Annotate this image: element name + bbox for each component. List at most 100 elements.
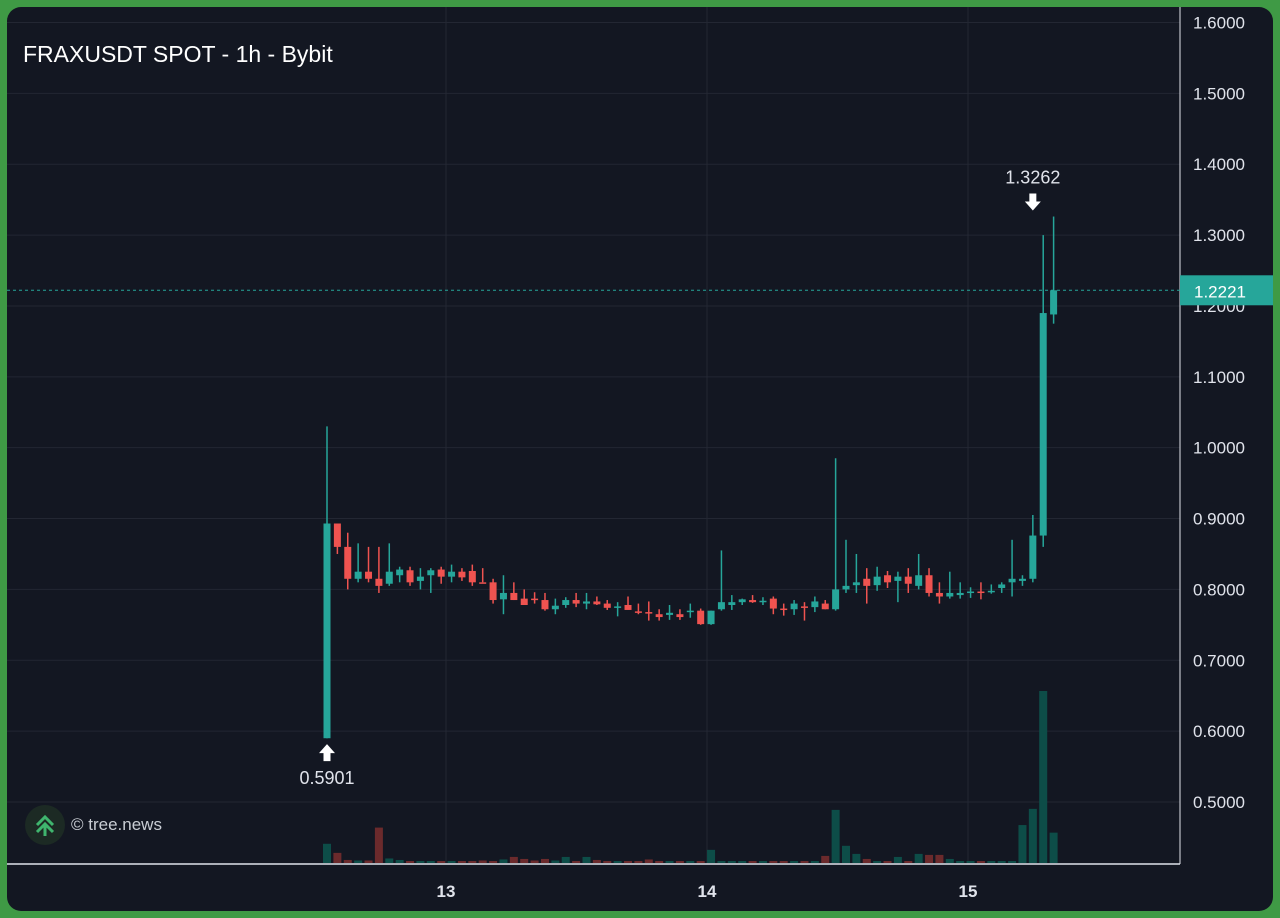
volume-bar bbox=[572, 860, 581, 863]
volume-bar bbox=[831, 809, 840, 863]
candle-body bbox=[448, 571, 456, 577]
candle-body bbox=[666, 612, 674, 615]
volume-bar bbox=[842, 845, 850, 863]
volume-bar bbox=[416, 861, 425, 863]
candle-body bbox=[572, 600, 580, 604]
volume-bar bbox=[935, 854, 944, 863]
volume-bar bbox=[457, 861, 466, 863]
volume-bar bbox=[925, 854, 934, 863]
volume-bar bbox=[354, 860, 363, 863]
credit-text: © tree.news bbox=[71, 815, 162, 834]
volume-bar bbox=[655, 860, 664, 863]
volume-bar bbox=[385, 858, 394, 863]
candle-body bbox=[468, 570, 476, 583]
candlestick-chart[interactable]: 0.5000 0.6000 0.7000 0.8000 0.9000 1.0000 1.10… bbox=[7, 7, 1273, 911]
candle-body bbox=[925, 575, 933, 593]
candle-body bbox=[458, 571, 466, 578]
last-price-tag bbox=[1180, 275, 1273, 306]
volume-bar bbox=[707, 849, 716, 863]
volume-bar bbox=[748, 861, 757, 863]
volume-bar bbox=[644, 859, 653, 863]
volume-bar bbox=[509, 856, 518, 863]
candle-body bbox=[946, 592, 954, 597]
volume-bar bbox=[686, 860, 695, 863]
credit: © tree.news bbox=[25, 805, 162, 845]
volume-bar bbox=[478, 860, 487, 863]
volume-bar bbox=[406, 861, 415, 863]
candle-body bbox=[375, 578, 383, 586]
candle-body bbox=[717, 602, 725, 610]
candle-body bbox=[832, 589, 840, 610]
volume-bar bbox=[966, 861, 975, 863]
x-tick-label: 15 bbox=[959, 882, 978, 901]
volume-bar bbox=[883, 861, 892, 863]
candle-body bbox=[811, 601, 819, 608]
low-marker-label: 0.5901 bbox=[299, 768, 354, 788]
candle-body bbox=[344, 546, 352, 579]
high-arrow-icon bbox=[1024, 193, 1041, 211]
volume-bar bbox=[468, 861, 477, 863]
candle-body bbox=[1039, 313, 1047, 536]
volume-bar bbox=[426, 861, 435, 863]
volume-bar bbox=[603, 860, 612, 863]
candle-body bbox=[541, 600, 549, 610]
volume-bar bbox=[613, 861, 622, 863]
volume-bar bbox=[499, 859, 508, 863]
volume-bar bbox=[343, 859, 352, 863]
candle-body bbox=[385, 571, 393, 584]
candle-body bbox=[967, 591, 975, 594]
tree-logo-icon bbox=[25, 805, 65, 845]
volume-bar bbox=[769, 861, 778, 863]
candle-body bbox=[531, 598, 539, 601]
y-tick-label: 0.7000 bbox=[1193, 651, 1245, 670]
candle-body bbox=[427, 570, 435, 576]
volume-bar bbox=[395, 859, 404, 863]
candle-body bbox=[738, 599, 746, 603]
candle-body bbox=[863, 578, 871, 586]
candle-body bbox=[842, 585, 850, 590]
candle-body bbox=[800, 606, 808, 608]
candle-body bbox=[406, 570, 414, 583]
volume-bar bbox=[696, 861, 705, 863]
low-arrow-icon bbox=[319, 744, 335, 762]
candle-body bbox=[977, 591, 985, 594]
candle-body bbox=[333, 523, 341, 547]
y-tick-label: 0.9000 bbox=[1193, 510, 1245, 529]
volume-bar bbox=[1008, 861, 1017, 863]
high-marker-label: 1.3262 bbox=[1005, 168, 1060, 188]
volume-bar bbox=[893, 856, 902, 863]
candle-body bbox=[510, 592, 518, 601]
volume-bar bbox=[1039, 691, 1048, 863]
candle-body bbox=[365, 571, 373, 579]
x-tick-label: 13 bbox=[437, 882, 456, 901]
volume-bar bbox=[758, 861, 767, 863]
volume-bar bbox=[779, 861, 788, 863]
volume-bar bbox=[561, 856, 570, 863]
candle-body bbox=[904, 576, 912, 584]
candle-body bbox=[499, 592, 507, 600]
candle-body bbox=[354, 571, 362, 579]
candle-body bbox=[676, 614, 684, 618]
chart-panel: 0.5000 0.6000 0.7000 0.8000 0.9000 1.0000 1.10… bbox=[7, 7, 1273, 911]
volume-bar bbox=[810, 861, 819, 863]
volume-bar bbox=[914, 853, 923, 863]
candle-body bbox=[915, 575, 923, 586]
candle-body bbox=[551, 605, 559, 610]
y-tick-label: 0.5000 bbox=[1193, 793, 1245, 812]
candle-body bbox=[323, 523, 331, 739]
candle-body bbox=[1050, 290, 1058, 315]
volume-bar bbox=[738, 861, 747, 863]
candle-body bbox=[780, 608, 788, 611]
candle-body bbox=[562, 600, 570, 605]
candle-body bbox=[873, 576, 881, 586]
x-tick-label: 14 bbox=[698, 882, 717, 901]
volume-bar bbox=[1049, 832, 1058, 863]
candle-body bbox=[655, 614, 663, 618]
candle-body bbox=[1029, 535, 1037, 579]
candle-body bbox=[935, 592, 943, 597]
candle-body bbox=[894, 576, 902, 581]
candle-body bbox=[583, 601, 590, 604]
volume-bar bbox=[447, 861, 456, 863]
volume-bar bbox=[976, 861, 985, 863]
volume-bar bbox=[852, 853, 861, 863]
